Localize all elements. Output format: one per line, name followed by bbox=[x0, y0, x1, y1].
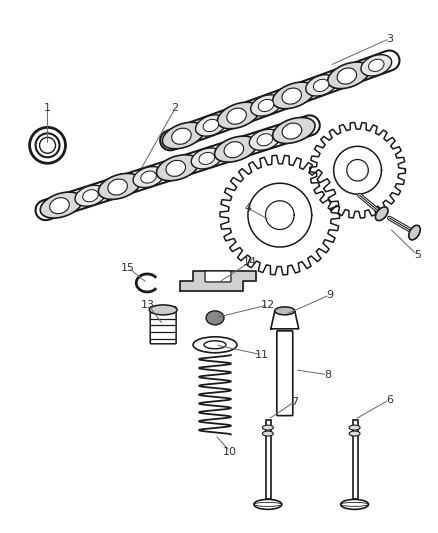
Text: 9: 9 bbox=[326, 290, 333, 300]
FancyBboxPatch shape bbox=[266, 419, 271, 499]
Ellipse shape bbox=[262, 425, 273, 430]
Ellipse shape bbox=[337, 68, 357, 84]
Text: 8: 8 bbox=[324, 370, 331, 379]
Ellipse shape bbox=[361, 55, 392, 76]
Ellipse shape bbox=[349, 425, 360, 430]
Ellipse shape bbox=[156, 155, 199, 181]
Ellipse shape bbox=[83, 190, 98, 202]
Polygon shape bbox=[271, 311, 299, 329]
Ellipse shape bbox=[258, 99, 274, 111]
Ellipse shape bbox=[251, 95, 281, 116]
Ellipse shape bbox=[215, 136, 257, 162]
Polygon shape bbox=[347, 159, 368, 181]
Ellipse shape bbox=[99, 173, 141, 199]
Polygon shape bbox=[220, 156, 339, 275]
Ellipse shape bbox=[133, 167, 164, 188]
Ellipse shape bbox=[349, 431, 360, 436]
Ellipse shape bbox=[203, 119, 219, 132]
Ellipse shape bbox=[282, 123, 302, 139]
Ellipse shape bbox=[409, 225, 420, 240]
Ellipse shape bbox=[272, 82, 314, 109]
Ellipse shape bbox=[166, 160, 186, 176]
FancyBboxPatch shape bbox=[150, 307, 176, 344]
Polygon shape bbox=[248, 183, 312, 247]
Ellipse shape bbox=[50, 198, 69, 214]
Ellipse shape bbox=[273, 117, 315, 143]
Ellipse shape bbox=[282, 88, 301, 104]
Text: 3: 3 bbox=[386, 34, 393, 44]
Ellipse shape bbox=[193, 337, 237, 353]
Text: 10: 10 bbox=[223, 447, 237, 457]
Text: 11: 11 bbox=[255, 350, 269, 360]
Text: 15: 15 bbox=[121, 263, 135, 273]
Ellipse shape bbox=[162, 122, 204, 149]
Ellipse shape bbox=[149, 305, 177, 315]
Ellipse shape bbox=[262, 431, 273, 436]
Ellipse shape bbox=[341, 499, 368, 510]
Text: 2: 2 bbox=[172, 103, 179, 114]
Ellipse shape bbox=[195, 115, 226, 136]
Ellipse shape bbox=[204, 341, 226, 349]
Ellipse shape bbox=[199, 152, 215, 165]
Ellipse shape bbox=[375, 207, 388, 221]
Ellipse shape bbox=[217, 102, 259, 129]
FancyBboxPatch shape bbox=[353, 419, 357, 499]
Text: 1: 1 bbox=[44, 103, 51, 114]
Text: 4: 4 bbox=[244, 203, 251, 213]
Ellipse shape bbox=[75, 185, 106, 206]
Text: 6: 6 bbox=[386, 394, 393, 405]
Ellipse shape bbox=[275, 307, 295, 315]
Ellipse shape bbox=[306, 75, 336, 96]
Ellipse shape bbox=[328, 62, 370, 88]
Text: 14: 14 bbox=[243, 257, 257, 267]
FancyBboxPatch shape bbox=[205, 271, 231, 282]
Ellipse shape bbox=[172, 128, 191, 144]
Text: 7: 7 bbox=[291, 397, 298, 407]
Ellipse shape bbox=[368, 59, 384, 71]
Polygon shape bbox=[334, 147, 381, 194]
Polygon shape bbox=[180, 271, 256, 291]
Ellipse shape bbox=[249, 130, 280, 150]
Ellipse shape bbox=[141, 171, 156, 183]
Ellipse shape bbox=[206, 311, 224, 325]
Text: 5: 5 bbox=[414, 250, 421, 260]
Ellipse shape bbox=[227, 108, 246, 124]
Text: 13: 13 bbox=[141, 300, 155, 310]
Ellipse shape bbox=[257, 134, 272, 146]
Polygon shape bbox=[310, 123, 406, 218]
Ellipse shape bbox=[254, 499, 282, 510]
Text: 12: 12 bbox=[261, 300, 275, 310]
Ellipse shape bbox=[314, 79, 329, 92]
FancyBboxPatch shape bbox=[277, 331, 293, 416]
Ellipse shape bbox=[191, 148, 222, 169]
Ellipse shape bbox=[224, 142, 244, 158]
Ellipse shape bbox=[40, 192, 83, 218]
Ellipse shape bbox=[108, 179, 127, 195]
Polygon shape bbox=[265, 201, 294, 230]
